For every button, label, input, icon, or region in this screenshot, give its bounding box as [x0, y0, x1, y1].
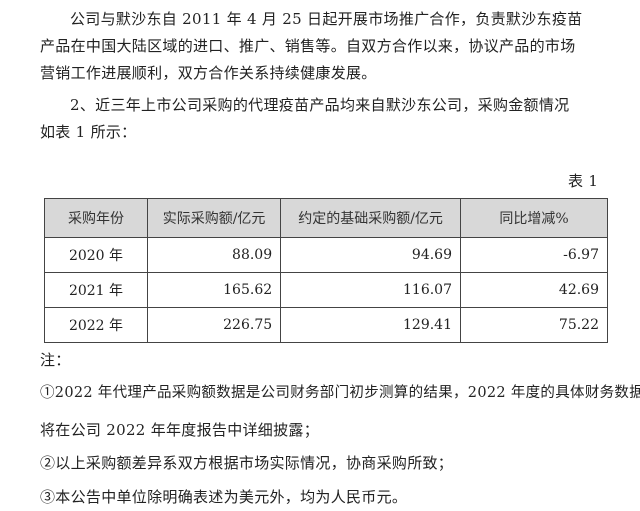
note-line: ①2022 年代理产品采购额数据是公司财务部门初步测算的结果，2022 年度的具… — [40, 385, 640, 401]
table-caption: 表 1 — [568, 172, 599, 190]
table-cell: 42.69 — [460, 272, 608, 308]
table-cell: 75.22 — [460, 307, 608, 343]
table-cell: 129.41 — [280, 307, 461, 343]
column-header: 同比增减% — [460, 198, 608, 238]
table-cell: 116.07 — [280, 272, 461, 308]
table-cell: 2020 年 — [44, 237, 148, 273]
paragraph-line: 营销工作进展顺利，双方合作关系持续健康发展。 — [40, 64, 377, 82]
table-row: 2020 年 88.09 94.69 -6.97 — [44, 237, 608, 273]
note-line: ③本公告中单位除明确表述为美元外，均为人民币元。 — [40, 488, 408, 506]
column-header: 约定的基础采购额/亿元 — [280, 198, 461, 238]
purchase-table: 采购年份 实际采购额/亿元 约定的基础采购额/亿元 同比增减% 2020 年 8… — [44, 198, 608, 343]
table-cell: 226.75 — [146, 307, 282, 343]
note-line: 将在公司 2022 年年度报告中详细披露； — [40, 421, 320, 439]
table-cell: 94.69 — [280, 237, 461, 273]
table-cell: 165.62 — [146, 272, 282, 308]
table-header-row: 采购年份 实际采购额/亿元 约定的基础采购额/亿元 同比增减% — [44, 198, 608, 238]
table-row: 2021 年 165.62 116.07 42.69 — [44, 272, 608, 308]
table-cell: 2022 年 — [44, 307, 148, 343]
paragraph-line: 公司与默沙东自 2011 年 4 月 25 日起开展市场推广合作，负责默沙东疫苗 — [70, 10, 583, 28]
table-row: 2022 年 226.75 129.41 75.22 — [44, 307, 608, 343]
paragraph-line: 如表 1 所示： — [40, 123, 137, 141]
paragraph-line: 产品在中国大陆区域的进口、推广、销售等。自双方合作以来，协议产品的市场 — [40, 37, 576, 55]
note-line: ②以上采购额差异系双方根据市场实际情况，协商采购所致； — [40, 454, 454, 472]
table-cell: 2021 年 — [44, 272, 148, 308]
table-cell: -6.97 — [460, 237, 608, 273]
column-header: 采购年份 — [44, 198, 148, 238]
table-cell: 88.09 — [146, 237, 282, 273]
notes-heading: 注： — [40, 351, 71, 369]
column-header: 实际采购额/亿元 — [146, 198, 282, 238]
paragraph-line: 2、近三年上市公司采购的代理疫苗产品均来自默沙东公司，采购金额情况 — [70, 96, 570, 114]
